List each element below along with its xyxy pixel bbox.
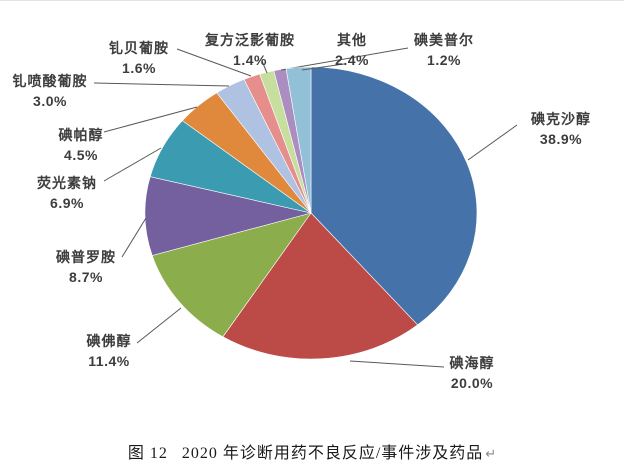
pie-slice-percentage: 1.4%	[233, 52, 267, 68]
pie-slice-label: 碘佛醇 11.4%	[87, 331, 132, 371]
leader-line-9	[261, 60, 268, 74]
leader-line-8	[176, 48, 252, 77]
pie-slice-label: 碘帕醇 4.5%	[59, 125, 104, 165]
pie-slice-4	[144, 176, 312, 256]
pie-slice-percentage: 1.2%	[427, 52, 461, 68]
figure-caption-text: 2020 年诊断用药不良反应/事件涉及药品	[181, 445, 484, 462]
leader-line-4	[121, 217, 147, 258]
pie-slice-name: 钆贝葡胺	[109, 40, 169, 56]
leader-line-3	[136, 307, 182, 344]
pie-slice-percentage: 4.5%	[64, 147, 98, 163]
leader-line-7	[93, 82, 230, 87]
pie-slice-name: 碘普罗胺	[56, 249, 116, 265]
pie-slice-name: 复方泛影葡胺	[205, 32, 295, 48]
pie-slice-3	[151, 212, 312, 338]
leader-line-6	[103, 106, 198, 133]
leader-line-10	[280, 47, 409, 71]
leader-line-2	[349, 360, 445, 368]
leader-line-1	[467, 124, 518, 161]
pie-slice-percentage: 3.0%	[33, 93, 67, 109]
figure-caption: 图 12 2020 年诊断用药不良反应/事件涉及药品 ↵	[0, 439, 624, 463]
pie-slice-percentage: 6.9%	[50, 195, 84, 211]
pie-slice-11	[285, 66, 312, 214]
leader-line-5	[103, 147, 162, 182]
pie-slice-name: 钆喷酸葡胺	[12, 73, 88, 89]
pie-slice-label: 碘美普尔 1.2%	[414, 30, 474, 70]
pie-slice-label: 其他 2.4%	[335, 30, 369, 70]
pie-slice-percentage: 38.9%	[539, 131, 583, 147]
pie-slice-label: 钆贝葡胺 1.6%	[109, 38, 169, 78]
pie-slice-1	[310, 66, 478, 326]
pie-slice-name: 碘美普尔	[414, 32, 474, 48]
pie-slice-label: 复方泛影葡胺 1.4%	[205, 30, 295, 70]
pie-slice-label: 碘海醇 20.0%	[450, 353, 495, 393]
pie-slice-2	[222, 212, 419, 360]
pie-slice-name: 碘克沙醇	[531, 111, 591, 127]
pie-slice-name: 其他	[336, 32, 367, 48]
pie-slice-name: 碘帕醇	[58, 127, 104, 143]
pie-chart: 碘克沙醇 38.9% 碘海醇 20.0% 碘佛醇 11.4% 碘普罗胺 8.7%…	[13, 30, 591, 393]
pie-slice-percentage: 8.7%	[69, 269, 103, 285]
leader-line-11	[301, 63, 345, 71]
pie-slice-label: 碘克沙醇 38.9%	[531, 109, 591, 149]
pie-slice-name: 碘海醇	[449, 355, 495, 371]
pie-slice-label: 碘普罗胺 8.7%	[56, 247, 116, 287]
pie-slice-percentage: 20.0%	[450, 375, 494, 391]
pie-slice-percentage: 2.4%	[335, 52, 369, 68]
pie-slice-percentage: 11.4%	[88, 353, 130, 369]
pie-slice-label: 荧光素钠 6.9%	[37, 173, 97, 213]
pie-slice-label: 钆喷酸葡胺 3.0%	[13, 71, 88, 111]
figure-caption-number: 图 12	[127, 445, 168, 462]
pie-slice-name: 荧光素钠	[37, 175, 97, 191]
pie-slice-name: 碘佛醇	[86, 333, 132, 349]
page-top-border	[0, 0, 624, 1]
pie-chart-canvas	[93, 47, 518, 368]
pie-slice-percentage: 1.6%	[122, 60, 156, 76]
paragraph-mark-icon: ↵	[485, 446, 497, 461]
